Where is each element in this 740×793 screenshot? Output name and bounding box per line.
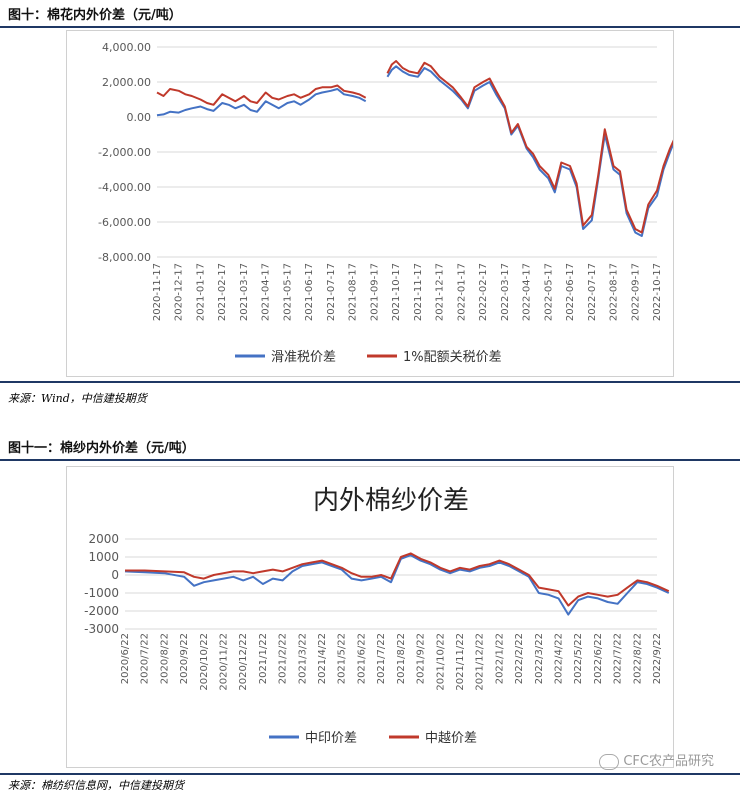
x-tick-label: 2022-02-17	[478, 263, 489, 321]
x-tick-label: 2021/5/22	[337, 633, 348, 684]
y-tick-label: 2,000.00	[102, 76, 151, 89]
figure-2-title: 图十一：棉纱内外价差（元/吨）	[8, 441, 195, 456]
x-tick-label: 2021/1/22	[258, 633, 269, 684]
y-tick-label: -8,000.00	[98, 251, 151, 264]
x-tick-label: 2022/7/22	[613, 633, 624, 684]
watermark: CFC农产品研究	[599, 750, 714, 770]
x-tick-label: 2020/10/22	[199, 633, 210, 691]
y-tick-label: -2,000.00	[98, 146, 151, 159]
x-tick-label: 2021/12/22	[475, 633, 486, 691]
chart-2-title: 内外棉纱价差	[313, 486, 469, 516]
x-tick-label: 2020/7/22	[140, 633, 151, 684]
figure-2-source: 来源：棉纺织信息网，中信建投期货	[8, 779, 184, 792]
x-tick-label: 2021/11/22	[455, 633, 466, 691]
legend-label-2: 中越价差	[425, 731, 477, 746]
y-tick-label: -4,000.00	[98, 181, 151, 194]
x-tick-label: 2021-01-17	[195, 263, 206, 321]
watermark-text: CFC农产品研究	[623, 754, 714, 769]
x-tick-label: 2020/11/22	[219, 633, 230, 691]
series-line-1	[124, 554, 670, 616]
figure-2-top-rule	[0, 459, 740, 461]
x-tick-label: 2021-12-17	[435, 263, 446, 321]
x-tick-label: 2021-05-17	[282, 263, 293, 321]
figure-1-bottom-rule	[0, 381, 740, 383]
y-tick-label: -2000	[84, 604, 119, 618]
y-tick-label: 0	[111, 568, 119, 582]
chart-1-container: 4,000.00 2,000.00 0.00 -2,000.00 -4,000.00 -6…	[66, 30, 680, 377]
x-tick-label: 2022-07-17	[587, 263, 598, 321]
x-tick-label: 2022-10-17	[652, 263, 663, 321]
y-tick-label: 4,000.00	[102, 41, 151, 54]
x-tick-label: 2021/9/22	[416, 633, 427, 684]
x-tick-label: 2022/5/22	[573, 633, 584, 684]
x-tick-label: 2021-03-17	[239, 263, 250, 321]
x-tick-label: 2021/3/22	[297, 633, 308, 684]
figure-1-title: 图十：棉花内外价差（元/吨）	[8, 8, 182, 23]
y-tick-label: 1000	[88, 550, 119, 564]
series-line-2	[125, 552, 670, 607]
x-tick-label: 2021-08-17	[348, 263, 359, 321]
x-tick-label: 2022-06-17	[565, 263, 576, 321]
x-tick-label: 2021-11-17	[413, 263, 424, 321]
x-tick-label: 2022-04-17	[522, 263, 533, 321]
x-tick-label: 2021-06-17	[304, 263, 315, 321]
chart-1-svg: 4,000.00 2,000.00 0.00 -2,000.00 -4,000.00 -6…	[98, 41, 680, 365]
x-tick-label: 2022-09-17	[630, 263, 641, 321]
x-tick-label: 2021/2/22	[278, 633, 289, 684]
x-tick-label: 2022-03-17	[500, 263, 511, 321]
y-tick-label: -6,000.00	[98, 216, 151, 229]
x-tick-label: 2021-09-17	[369, 263, 380, 321]
y-tick-label: -1000	[84, 586, 119, 600]
x-tick-label: 2021-07-17	[326, 263, 337, 321]
x-tick-label: 2021-02-17	[217, 263, 228, 321]
y-tick-label: 0.00	[127, 111, 152, 124]
x-tick-label: 2021/10/22	[435, 633, 446, 691]
x-tick-label: 2022-05-17	[543, 263, 554, 321]
x-tick-label: 2020-12-17	[174, 263, 185, 321]
x-tick-label: 2021/8/22	[396, 633, 407, 684]
x-tick-label: 2022/9/22	[652, 633, 663, 684]
x-tick-label: 2022/6/22	[593, 633, 604, 684]
x-tick-label: 2021-04-17	[261, 263, 272, 321]
legend-label-2: 1%配额关税价差	[403, 350, 502, 365]
chart-2-container: 内外棉纱价差 2000 1000 0 -1000 -2000 -3000 2020/6/22 2…	[66, 466, 674, 768]
wechat-icon	[599, 753, 620, 770]
x-tick-label: 2022/2/22	[514, 633, 525, 684]
figure-2-bottom-rule	[0, 773, 740, 775]
x-tick-label: 2022-01-17	[456, 263, 467, 321]
figure-1-top-rule	[0, 26, 740, 28]
x-tick-label: 2021/6/22	[356, 633, 367, 684]
y-tick-label: 2000	[88, 532, 119, 546]
y-tick-label: -3000	[84, 622, 119, 636]
x-tick-label: 2022/3/22	[534, 633, 545, 684]
x-tick-label: 2022/8/22	[632, 633, 643, 684]
series-line-2	[156, 60, 680, 234]
x-tick-label: 2021/7/22	[376, 633, 387, 684]
x-tick-label: 2020/6/22	[120, 633, 131, 684]
figure-1-source: 来源：Wind，中信建投期货	[8, 392, 147, 405]
x-tick-label: 2020-11-17	[152, 263, 163, 321]
x-tick-label: 2020/12/22	[238, 633, 249, 691]
x-tick-label: 2022/4/22	[553, 633, 564, 684]
x-tick-label: 2020/8/22	[159, 633, 170, 684]
x-tick-label: 2022/1/22	[494, 633, 505, 684]
x-tick-label: 2020/9/22	[179, 633, 190, 684]
x-tick-label: 2022-08-17	[609, 263, 620, 321]
legend-label-1: 中印价差	[305, 731, 357, 746]
x-tick-label: 2021-10-17	[391, 263, 402, 321]
legend-label-1: 滑准税价差	[271, 350, 336, 365]
series-line-1	[156, 65, 680, 237]
x-tick-label: 2021/4/22	[317, 633, 328, 684]
